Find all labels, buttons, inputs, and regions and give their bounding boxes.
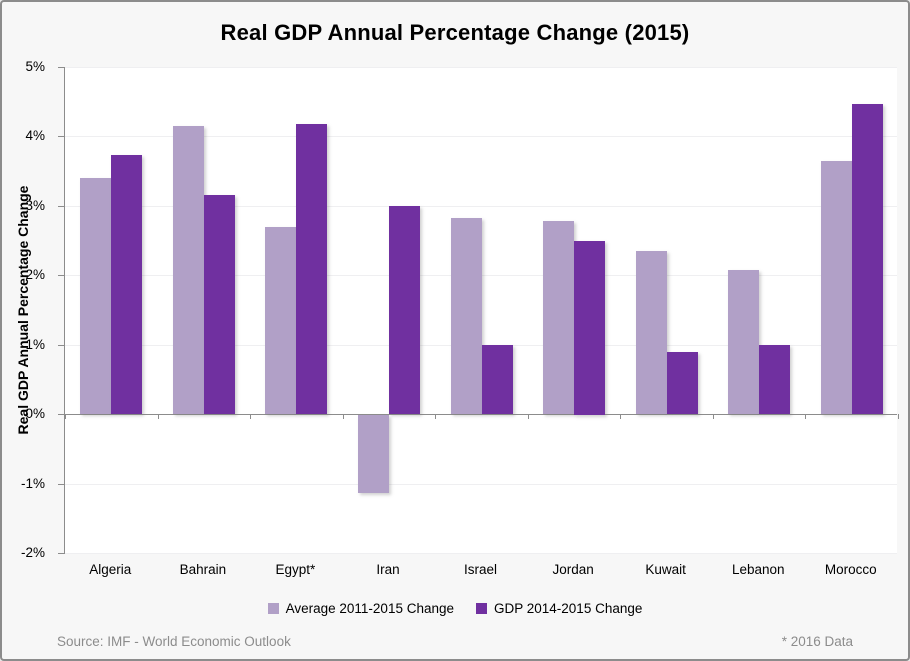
- legend-swatch-icon: [267, 603, 279, 614]
- x-axis-label: Morocco: [824, 562, 877, 577]
- y-axis-tick: [58, 136, 65, 137]
- y-axis-tick: [58, 206, 65, 207]
- y-axis-tick-label: 5%: [25, 59, 45, 74]
- x-axis-label: Egypt*: [275, 562, 316, 577]
- x-axis-tick: [620, 414, 621, 419]
- x-axis-label: Kuwait: [645, 562, 686, 577]
- x-axis-tick: [65, 414, 66, 419]
- gridline: [65, 136, 897, 137]
- gridline: [65, 206, 897, 207]
- bar-average-egypt: [265, 227, 296, 414]
- y-axis-tick: [58, 414, 65, 415]
- x-axis-label: Algeria: [89, 562, 132, 577]
- x-axis-label: Israel: [464, 562, 498, 577]
- legend-swatch-icon: [476, 603, 487, 614]
- y-axis-tick-labels: 5% 4% 3% 2% 1% 0% -1% -2%: [2, 59, 57, 560]
- legend-item: Average 2011-2015 Change: [267, 601, 454, 616]
- x-axis-zero-line: [65, 414, 897, 415]
- x-axis-labels: Algeria Bahrain Egypt* Iran Israel Jordan Kuwa…: [64, 562, 897, 577]
- plot-area: [58, 67, 899, 554]
- y-axis-tick-label: 0%: [25, 406, 45, 421]
- x-axis-label: Lebanon: [731, 562, 785, 577]
- bar-gdp-kuwait: [667, 352, 698, 414]
- y-axis-tick: [58, 345, 65, 346]
- bar-average-iran: [358, 415, 389, 493]
- gridline: [65, 67, 897, 68]
- bar-average-algeria: [80, 178, 111, 414]
- y-axis-tick-label: -2%: [20, 545, 45, 560]
- bar-gdp-lebanon: [759, 345, 790, 414]
- y-axis-tick-label: -1%: [20, 476, 45, 491]
- y-axis-tick: [58, 275, 65, 276]
- y-axis-tick-label: 1%: [25, 337, 45, 352]
- source-note: Source: IMF - World Economic Outlook: [57, 634, 291, 649]
- x-axis-tick: [435, 414, 436, 419]
- y-axis-tick-label: 3%: [25, 198, 45, 213]
- legend-label: GDP 2014-2015 Change: [494, 601, 643, 616]
- x-axis-tick: [250, 414, 251, 419]
- bar-gdp-israel: [482, 345, 513, 414]
- bar-gdp-iran: [389, 206, 420, 414]
- bar-average-kuwait: [636, 251, 667, 414]
- bar-gdp-morocco: [852, 104, 883, 414]
- bar-average-israel: [451, 218, 482, 414]
- bar-gdp-egypt: [296, 124, 327, 414]
- x-axis-tick: [805, 414, 806, 419]
- bar-average-lebanon: [728, 270, 759, 414]
- gridline: [65, 484, 897, 485]
- y-axis-tick-label: 2%: [25, 267, 45, 282]
- bar-average-morocco: [821, 161, 852, 414]
- chart-legend: Average 2011-2015 Change GDP 2014-2015 Ch…: [2, 601, 908, 616]
- x-axis-label: Iran: [376, 562, 400, 577]
- y-axis-tick: [58, 484, 65, 485]
- chart-title: Real GDP Annual Percentage Change (2015): [220, 20, 690, 45]
- x-axis-tick: [713, 414, 714, 419]
- y-axis-tick: [58, 553, 65, 554]
- legend-label: Average 2011-2015 Change: [285, 601, 454, 616]
- x-axis-label: Jordan: [552, 562, 594, 577]
- x-axis-tick: [898, 414, 899, 419]
- x-axis-tick: [343, 414, 344, 419]
- gridline: [65, 553, 897, 554]
- bar-gdp-algeria: [111, 155, 142, 414]
- y-axis-tick-label: 4%: [25, 128, 45, 143]
- footnote-2016-data: * 2016 Data: [781, 634, 853, 649]
- bar-gdp-bahrain: [204, 195, 235, 414]
- x-axis-label: Bahrain: [179, 562, 227, 577]
- bar-average-jordan: [543, 221, 574, 414]
- bar-average-bahrain: [173, 126, 204, 414]
- y-axis-tick: [58, 67, 65, 68]
- bar-gdp-jordan: [574, 241, 605, 415]
- x-axis-tick: [528, 414, 529, 419]
- x-axis-tick: [158, 414, 159, 419]
- legend-item: GDP 2014-2015 Change: [476, 601, 642, 616]
